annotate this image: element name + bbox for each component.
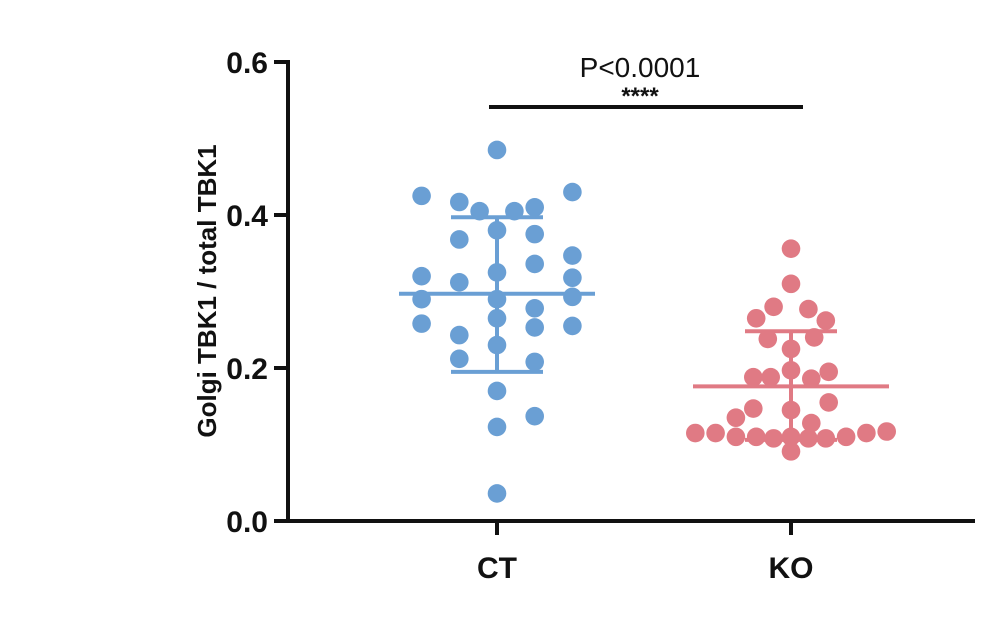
data-point (487, 381, 507, 401)
data-point (761, 367, 780, 387)
data-point (746, 308, 766, 328)
data-point (563, 268, 582, 288)
data-point (525, 224, 544, 244)
data-point (726, 408, 746, 428)
data-point (802, 413, 821, 433)
data-point (706, 423, 725, 443)
data-point (563, 246, 582, 265)
data-point (563, 287, 582, 307)
data-point (525, 318, 544, 337)
data-point (525, 198, 544, 217)
data-point (877, 422, 896, 441)
y-tick-label: 0.2 (226, 353, 268, 386)
data-point (412, 314, 431, 333)
data-point (802, 369, 821, 389)
data-point (781, 274, 801, 294)
data-point (816, 311, 836, 330)
data-point (819, 362, 838, 382)
data-point (450, 230, 469, 249)
data-point (412, 266, 431, 286)
data-point (525, 299, 544, 318)
series-ct (399, 140, 595, 503)
data-point (781, 442, 801, 461)
data-point (836, 427, 856, 447)
series-ko (686, 239, 896, 461)
y-axis: 0.0 0.2 0.4 0.6 (226, 47, 290, 539)
data-point (857, 423, 876, 443)
data-point (764, 297, 783, 317)
data-point (781, 239, 801, 258)
data-point (746, 427, 766, 447)
data-point (799, 299, 818, 319)
data-point (487, 417, 507, 437)
data-point (563, 182, 582, 202)
data-point (744, 367, 763, 387)
data-point (563, 316, 582, 336)
data-point (525, 352, 544, 372)
data-point (487, 484, 507, 503)
data-point (450, 349, 469, 369)
x-axis: CT KO (286, 519, 975, 585)
data-point (450, 325, 469, 345)
data-point (744, 399, 763, 418)
significance-stars: **** (621, 83, 659, 110)
data-point (525, 254, 544, 274)
data-point (525, 406, 544, 426)
data-point (686, 423, 705, 443)
series-layer (399, 140, 896, 503)
y-tick-label: 0.4 (226, 200, 268, 233)
data-point (758, 329, 778, 349)
y-tick-label: 0.0 (226, 506, 268, 539)
significance-annotation: P<0.0001 **** (489, 52, 803, 110)
data-point (450, 192, 469, 212)
data-point (487, 140, 507, 160)
data-point (412, 186, 431, 206)
p-value-label: P<0.0001 (580, 52, 701, 83)
y-axis-label: Golgi TBK1 / total TBK1 (192, 144, 222, 437)
data-point (726, 427, 746, 447)
data-point (819, 393, 838, 412)
x-tick-label: KO (769, 552, 814, 585)
x-tick-label: CT (477, 552, 517, 585)
data-point (450, 273, 469, 292)
y-tick-label: 0.6 (226, 47, 268, 80)
